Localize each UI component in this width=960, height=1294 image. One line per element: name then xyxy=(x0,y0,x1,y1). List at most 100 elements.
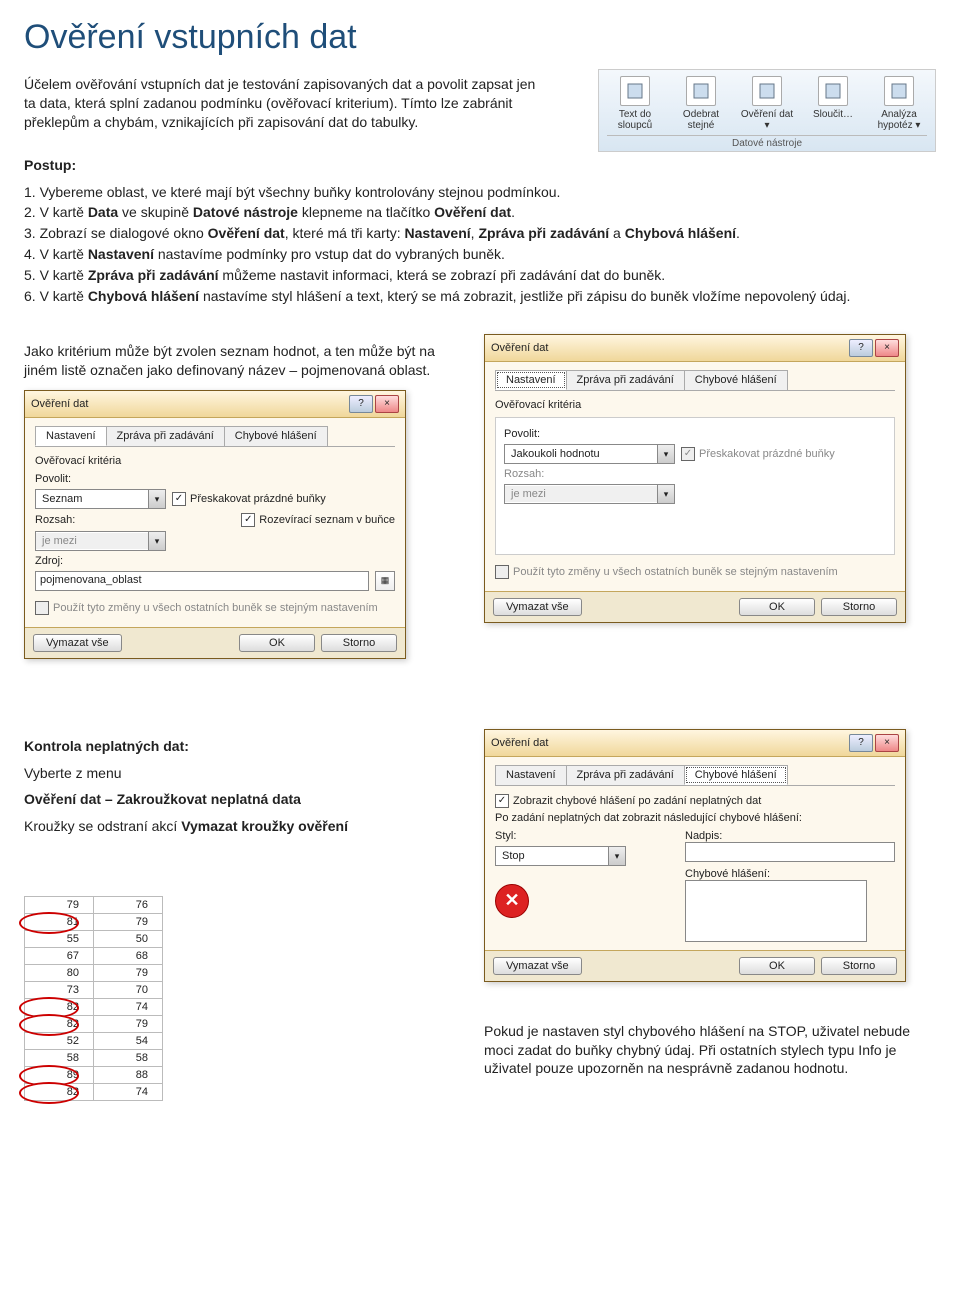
help-button[interactable]: ? xyxy=(849,339,873,357)
ribbon-item[interactable]: Ověření dat ▾ xyxy=(739,76,795,131)
help-button[interactable]: ? xyxy=(349,395,373,413)
chk-skip-empty: ✓Přeskakovat prázdné buňky xyxy=(681,447,835,461)
povolit-combo[interactable]: Jakoukoli hodnotu▾ xyxy=(504,444,675,464)
nadpis-input[interactable] xyxy=(685,842,895,862)
dialog-validation-error: Ověření dat ? × Nastavení Zpráva při zad… xyxy=(484,729,906,982)
nadpis-label: Nadpis: xyxy=(685,830,895,842)
chk-dropdown[interactable]: ✓Rozevírací seznam v buňce xyxy=(241,513,395,527)
ok-button[interactable]: OK xyxy=(739,957,815,975)
ribbon-item[interactable]: Analýza hypotéz ▾ xyxy=(871,76,927,131)
table-row: 8079 xyxy=(25,965,163,982)
tab-nastaveni[interactable]: Nastavení xyxy=(495,765,567,785)
storno-button[interactable]: Storno xyxy=(821,598,897,616)
table-row: 6768 xyxy=(25,948,163,965)
ribbon-icon xyxy=(686,76,716,106)
ok-button[interactable]: OK xyxy=(239,634,315,652)
storno-button[interactable]: Storno xyxy=(821,957,897,975)
table-row: 8274 xyxy=(25,1084,163,1101)
close-button[interactable]: × xyxy=(875,339,899,357)
chevron-down-icon[interactable]: ▾ xyxy=(657,445,674,463)
ribbon-label: Sloučit… xyxy=(813,109,853,120)
chk-apply-all: Použít tyto změny u všech ostatních buně… xyxy=(495,565,838,579)
criterion-note: Jako kritérium může být zvolen seznam ho… xyxy=(24,342,454,380)
page-title: Ověření vstupních dat xyxy=(24,18,936,57)
kontrola-line2: Ověření dat – Zakroužkovat neplatná data xyxy=(24,790,454,809)
ribbon-item[interactable]: Odebrat stejné xyxy=(673,76,729,131)
ribbon-group-label: Datové nástroje xyxy=(607,135,927,149)
ribbon-label: Odebrat stejné xyxy=(673,109,729,131)
zdroj-input[interactable]: pojmenovana_oblast xyxy=(35,571,369,591)
chk-skip-empty[interactable]: ✓Přeskakovat prázdné buňky xyxy=(172,492,326,506)
povolit-label: Povolit: xyxy=(504,428,540,440)
table-row: 8279 xyxy=(25,1016,163,1033)
tab-nastaveni[interactable]: Nastavení xyxy=(35,426,107,446)
vymazat-button[interactable]: Vymazat vše xyxy=(33,634,122,652)
after-label: Po zadání neplatných dat zobrazit násled… xyxy=(495,812,895,824)
help-button[interactable]: ? xyxy=(849,734,873,752)
rozsah-label: Rozsah: xyxy=(35,514,90,526)
tab-chybove[interactable]: Chybové hlášení xyxy=(684,765,788,785)
ribbon-item[interactable]: Sloučit… xyxy=(805,76,861,131)
chk-show-error[interactable]: ✓Zobrazit chybové hlášení po zadání nepl… xyxy=(495,794,761,808)
step-4: 4. V kartě Nastavení nastavíme podmínky … xyxy=(24,245,936,264)
tab-chybove[interactable]: Chybové hlášení xyxy=(684,370,788,390)
povolit-combo[interactable]: Seznam▾ xyxy=(35,489,166,509)
ribbon-label: Analýza hypotéz ▾ xyxy=(871,109,927,131)
tab-zprava[interactable]: Zpráva při zadávání xyxy=(566,765,685,785)
dialog-title: Ověření dat xyxy=(31,398,88,410)
bottom-note: Pokud je nastaven styl chybového hlášení… xyxy=(484,1022,936,1079)
tab-zprava[interactable]: Zpráva při zadávání xyxy=(106,426,225,446)
styl-combo[interactable]: Stop▾ xyxy=(495,846,626,866)
chevron-down-icon[interactable]: ▾ xyxy=(608,847,625,865)
table-row: 8179 xyxy=(25,914,163,931)
tab-zprava[interactable]: Zpráva při zadávání xyxy=(566,370,685,390)
ribbon-icon xyxy=(884,76,914,106)
postup-label: Postup: xyxy=(24,157,76,173)
vymazat-button[interactable]: Vymazat vše xyxy=(493,598,582,616)
ribbon-data-tools: Text do sloupců Odebrat stejné Ověření dat… xyxy=(598,69,936,152)
step-5: 5. V kartě Zpráva při zadávání můžeme na… xyxy=(24,266,936,285)
storno-button[interactable]: Storno xyxy=(321,634,397,652)
msg-label: Chybové hlášení: xyxy=(685,868,895,880)
ok-button[interactable]: OK xyxy=(739,598,815,616)
chevron-down-icon[interactable]: ▾ xyxy=(148,490,165,508)
range-selector-icon[interactable]: ▦ xyxy=(375,571,395,591)
rozsah-combo: je mezi▾ xyxy=(35,531,166,551)
kontrola-heading: Kontrola neplatných dat: xyxy=(24,738,189,754)
table-row: 8274 xyxy=(25,999,163,1016)
table-row: 7370 xyxy=(25,982,163,999)
ribbon-icon xyxy=(818,76,848,106)
kontrola-line3: Kroužky se odstraní akcí Vymazat kroužky… xyxy=(24,817,454,836)
ribbon-icon xyxy=(620,76,650,106)
step-6: 6. V kartě Chybová hlášení nastavíme sty… xyxy=(24,287,936,306)
vymazat-button[interactable]: Vymazat vše xyxy=(493,957,582,975)
invalid-data-table: 7976817955506768807973708274827952545858… xyxy=(24,896,163,1101)
ribbon-item[interactable]: Text do sloupců xyxy=(607,76,663,131)
ribbon-icon xyxy=(752,76,782,106)
close-button[interactable]: × xyxy=(375,395,399,413)
ribbon-label: Ověření dat ▾ xyxy=(739,109,795,131)
styl-label: Styl: xyxy=(495,830,655,842)
dialog-validation-any: Ověření dat ? × Nastavení Zpráva při zad… xyxy=(484,334,906,623)
criteria-label: Ověřovací kritéria xyxy=(495,399,895,411)
kontrola-line1: Vyberte z menu xyxy=(24,764,454,783)
msg-textarea[interactable] xyxy=(685,880,867,942)
step-2: 2. V kartě Data ve skupině Datové nástro… xyxy=(24,203,936,222)
table-row: 5858 xyxy=(25,1050,163,1067)
close-button[interactable]: × xyxy=(875,734,899,752)
rozsah-label: Rozsah: xyxy=(504,468,544,480)
povolit-label: Povolit: xyxy=(35,473,90,485)
criteria-label: Ověřovací kritéria xyxy=(35,455,395,467)
dialog-title: Ověření dat xyxy=(491,342,548,354)
rozsah-combo: je mezi▾ xyxy=(504,484,675,504)
error-stop-icon: ✕ xyxy=(495,884,529,918)
intro-paragraph: Účelem ověřování vstupních dat je testov… xyxy=(24,75,544,132)
chk-apply-all: Použít tyto změny u všech ostatních buně… xyxy=(35,601,378,615)
step-3: 3. Zobrazí se dialogové okno Ověření dat… xyxy=(24,224,936,243)
step-1: 1. Vybereme oblast, ve které mají být vš… xyxy=(24,183,936,202)
ribbon-label: Text do sloupců xyxy=(607,109,663,131)
tab-nastaveni[interactable]: Nastavení xyxy=(495,370,567,390)
tab-chybove[interactable]: Chybové hlášení xyxy=(224,426,328,446)
dialog-validation-seznam: Ověření dat ? × Nastavení Zpráva při zad… xyxy=(24,390,406,659)
zdroj-label: Zdroj: xyxy=(35,555,90,567)
